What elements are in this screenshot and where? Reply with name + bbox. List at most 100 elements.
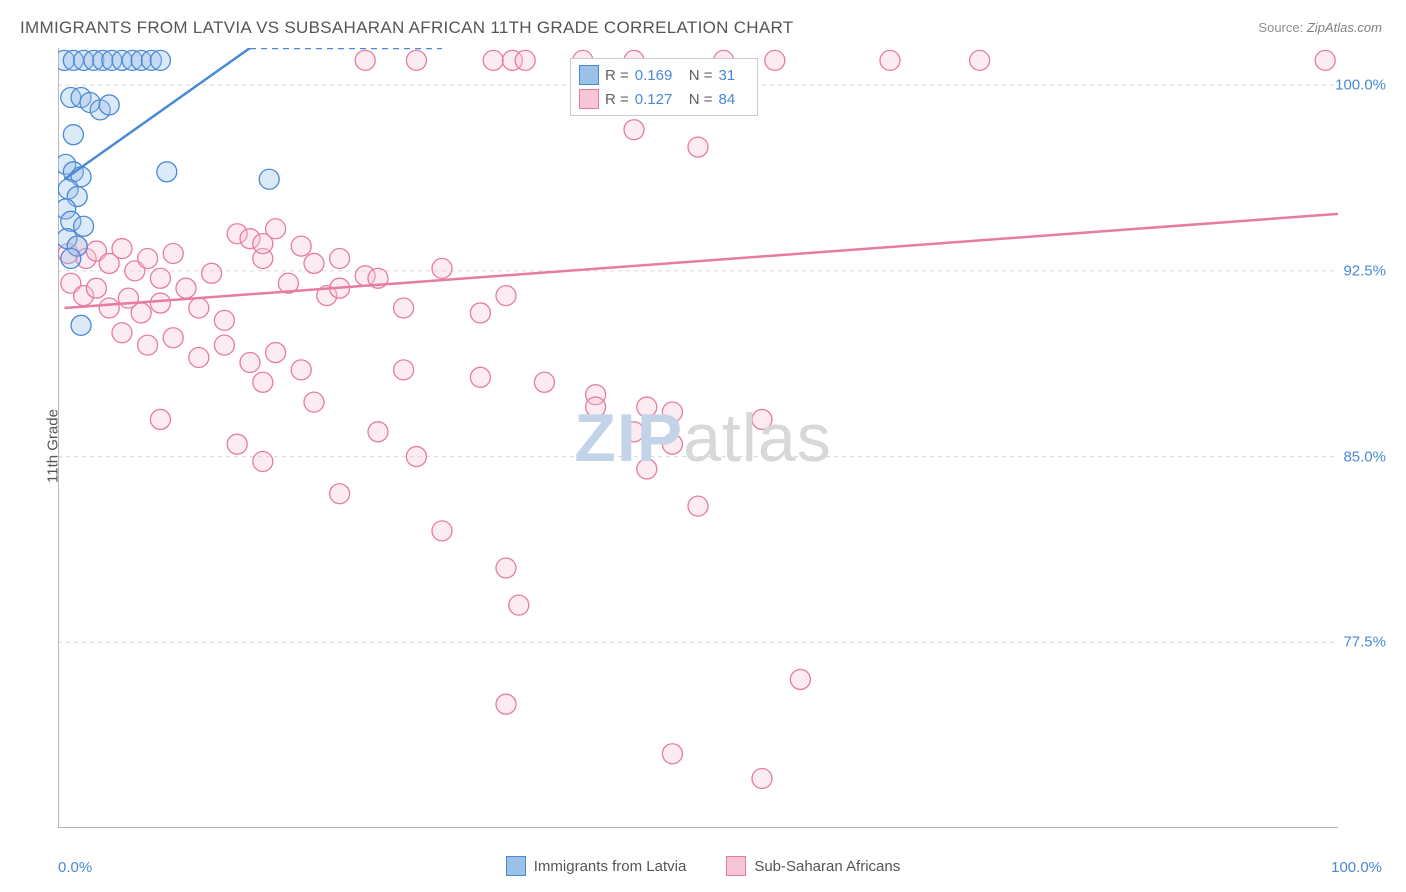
correlation-stats-legend: R = 0.169 N = 31 R = 0.127 N = 84 bbox=[570, 58, 758, 116]
data-point bbox=[496, 286, 516, 306]
legend-swatch bbox=[506, 856, 526, 876]
legend-item: Sub-Saharan Africans bbox=[726, 856, 900, 876]
data-point bbox=[586, 397, 606, 417]
data-point bbox=[624, 422, 644, 442]
data-point bbox=[163, 328, 183, 348]
series-legend: Immigrants from Latvia Sub-Saharan Africa… bbox=[0, 856, 1406, 876]
legend-swatch bbox=[579, 89, 599, 109]
data-point bbox=[880, 50, 900, 70]
data-point bbox=[394, 298, 414, 318]
data-point bbox=[112, 323, 132, 343]
data-point bbox=[432, 521, 452, 541]
data-point bbox=[150, 409, 170, 429]
data-point bbox=[406, 50, 426, 70]
data-point bbox=[71, 315, 91, 335]
data-point bbox=[253, 452, 273, 472]
data-point bbox=[176, 278, 196, 298]
data-point bbox=[157, 162, 177, 182]
legend-label: Immigrants from Latvia bbox=[534, 858, 687, 875]
data-point bbox=[291, 360, 311, 380]
legend-label: Sub-Saharan Africans bbox=[754, 858, 900, 875]
data-point bbox=[496, 558, 516, 578]
data-point bbox=[131, 303, 151, 323]
data-point bbox=[112, 239, 132, 259]
data-point bbox=[99, 298, 119, 318]
data-point bbox=[74, 216, 94, 236]
data-point bbox=[470, 367, 490, 387]
data-point bbox=[355, 50, 375, 70]
n-label: N = bbox=[689, 67, 713, 84]
data-point bbox=[304, 392, 324, 412]
y-tick-label: 77.5% bbox=[1343, 634, 1386, 651]
data-point bbox=[394, 360, 414, 380]
data-point bbox=[240, 352, 260, 372]
data-point bbox=[189, 298, 209, 318]
data-point bbox=[515, 50, 535, 70]
data-point bbox=[688, 137, 708, 157]
data-point bbox=[662, 402, 682, 422]
data-point bbox=[534, 372, 554, 392]
data-point bbox=[970, 50, 990, 70]
data-point bbox=[138, 248, 158, 268]
r-value: 0.127 bbox=[635, 91, 683, 108]
data-point bbox=[637, 397, 657, 417]
r-value: 0.169 bbox=[635, 67, 683, 84]
data-point bbox=[150, 50, 170, 70]
stats-row: R = 0.169 N = 31 bbox=[579, 63, 747, 87]
r-label: R = bbox=[605, 67, 629, 84]
data-point bbox=[496, 694, 516, 714]
data-point bbox=[189, 348, 209, 368]
data-point bbox=[253, 372, 273, 392]
scatter-chart-svg bbox=[58, 48, 1382, 828]
data-point bbox=[483, 50, 503, 70]
data-point bbox=[266, 343, 286, 363]
data-point bbox=[253, 234, 273, 254]
n-label: N = bbox=[689, 91, 713, 108]
data-point bbox=[291, 236, 311, 256]
data-point bbox=[150, 268, 170, 288]
data-point bbox=[432, 258, 452, 278]
data-point bbox=[304, 253, 324, 273]
data-point bbox=[406, 447, 426, 467]
data-point bbox=[688, 496, 708, 516]
data-point bbox=[752, 768, 772, 788]
data-point bbox=[470, 303, 490, 323]
data-point bbox=[662, 744, 682, 764]
data-point bbox=[765, 50, 785, 70]
n-value: 84 bbox=[719, 91, 747, 108]
source-label: Source: bbox=[1258, 20, 1303, 35]
source-value: ZipAtlas.com bbox=[1307, 20, 1382, 35]
data-point bbox=[202, 263, 222, 283]
y-tick-label: 92.5% bbox=[1343, 262, 1386, 279]
n-value: 31 bbox=[719, 67, 747, 84]
data-point bbox=[662, 434, 682, 454]
legend-swatch bbox=[726, 856, 746, 876]
r-label: R = bbox=[605, 91, 629, 108]
data-point bbox=[624, 120, 644, 140]
data-point bbox=[752, 409, 772, 429]
data-point bbox=[790, 669, 810, 689]
data-point bbox=[259, 169, 279, 189]
data-point bbox=[330, 248, 350, 268]
legend-swatch bbox=[579, 65, 599, 85]
data-point bbox=[1315, 50, 1335, 70]
chart-title: IMMIGRANTS FROM LATVIA VS SUBSAHARAN AFR… bbox=[20, 18, 793, 38]
y-tick-label: 100.0% bbox=[1335, 77, 1386, 94]
data-point bbox=[63, 125, 83, 145]
y-tick-label: 85.0% bbox=[1343, 448, 1386, 465]
data-point bbox=[509, 595, 529, 615]
data-point bbox=[637, 459, 657, 479]
source-attribution: Source: ZipAtlas.com bbox=[1258, 20, 1382, 35]
data-point bbox=[368, 422, 388, 442]
data-point bbox=[214, 335, 234, 355]
legend-item: Immigrants from Latvia bbox=[506, 856, 687, 876]
data-point bbox=[86, 278, 106, 298]
chart-area bbox=[58, 48, 1382, 828]
data-point bbox=[214, 310, 234, 330]
data-point bbox=[61, 248, 81, 268]
data-point bbox=[99, 95, 119, 115]
data-point bbox=[138, 335, 158, 355]
data-point bbox=[227, 434, 247, 454]
stats-row: R = 0.127 N = 84 bbox=[579, 87, 747, 111]
data-point bbox=[330, 484, 350, 504]
